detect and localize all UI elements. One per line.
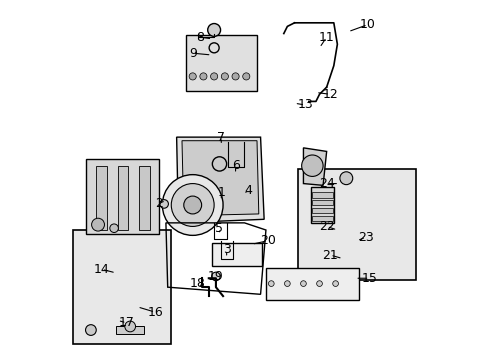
Bar — [116, 327, 144, 334]
Polygon shape — [182, 141, 258, 216]
Text: 20: 20 — [259, 234, 275, 247]
Bar — [310, 187, 333, 223]
Circle shape — [211, 272, 220, 281]
Circle shape — [160, 200, 168, 208]
Text: 22: 22 — [318, 220, 334, 233]
Text: 23: 23 — [357, 231, 373, 244]
Circle shape — [91, 218, 104, 231]
Text: 11: 11 — [318, 31, 334, 44]
Circle shape — [171, 184, 214, 226]
Text: 18: 18 — [190, 277, 205, 290]
Text: 10: 10 — [359, 18, 375, 31]
Bar — [298, 169, 415, 280]
Circle shape — [231, 73, 239, 80]
Bar — [96, 166, 107, 230]
Text: 1: 1 — [217, 186, 225, 199]
Text: 12: 12 — [322, 88, 337, 101]
Circle shape — [284, 281, 290, 287]
Text: 3: 3 — [222, 243, 230, 256]
Text: 19: 19 — [207, 270, 224, 283]
Circle shape — [200, 73, 206, 80]
Circle shape — [210, 73, 217, 80]
Circle shape — [301, 155, 323, 176]
Bar — [311, 200, 332, 205]
Circle shape — [110, 224, 118, 233]
Bar — [185, 35, 257, 91]
Text: 6: 6 — [231, 159, 239, 172]
Bar — [73, 230, 171, 344]
Text: 15: 15 — [361, 272, 377, 285]
Circle shape — [221, 73, 228, 80]
Text: 5: 5 — [215, 222, 223, 235]
Circle shape — [332, 281, 338, 287]
Text: 24: 24 — [318, 177, 334, 190]
Circle shape — [183, 196, 201, 214]
Circle shape — [124, 321, 135, 332]
Text: 21: 21 — [322, 248, 337, 261]
Text: 14: 14 — [94, 263, 109, 276]
Bar — [118, 166, 128, 230]
Bar — [85, 158, 159, 234]
Bar — [212, 243, 262, 266]
Circle shape — [162, 175, 223, 235]
Bar — [311, 216, 332, 221]
Circle shape — [85, 325, 96, 336]
Bar — [139, 166, 149, 230]
Text: 16: 16 — [147, 306, 163, 319]
Polygon shape — [303, 148, 326, 185]
Bar — [265, 267, 358, 300]
Bar — [311, 192, 332, 198]
Circle shape — [268, 281, 274, 287]
Circle shape — [242, 73, 249, 80]
Text: 4: 4 — [244, 184, 251, 197]
Text: 7: 7 — [217, 131, 225, 144]
Circle shape — [339, 172, 352, 185]
Text: 8: 8 — [196, 31, 203, 44]
Text: 13: 13 — [297, 99, 312, 112]
Circle shape — [316, 281, 322, 287]
Circle shape — [207, 23, 220, 36]
Text: 9: 9 — [188, 47, 196, 60]
Text: 17: 17 — [119, 316, 134, 329]
Circle shape — [189, 73, 196, 80]
Bar — [311, 208, 332, 213]
Circle shape — [300, 281, 305, 287]
Polygon shape — [176, 137, 264, 223]
Text: 2: 2 — [155, 197, 163, 210]
